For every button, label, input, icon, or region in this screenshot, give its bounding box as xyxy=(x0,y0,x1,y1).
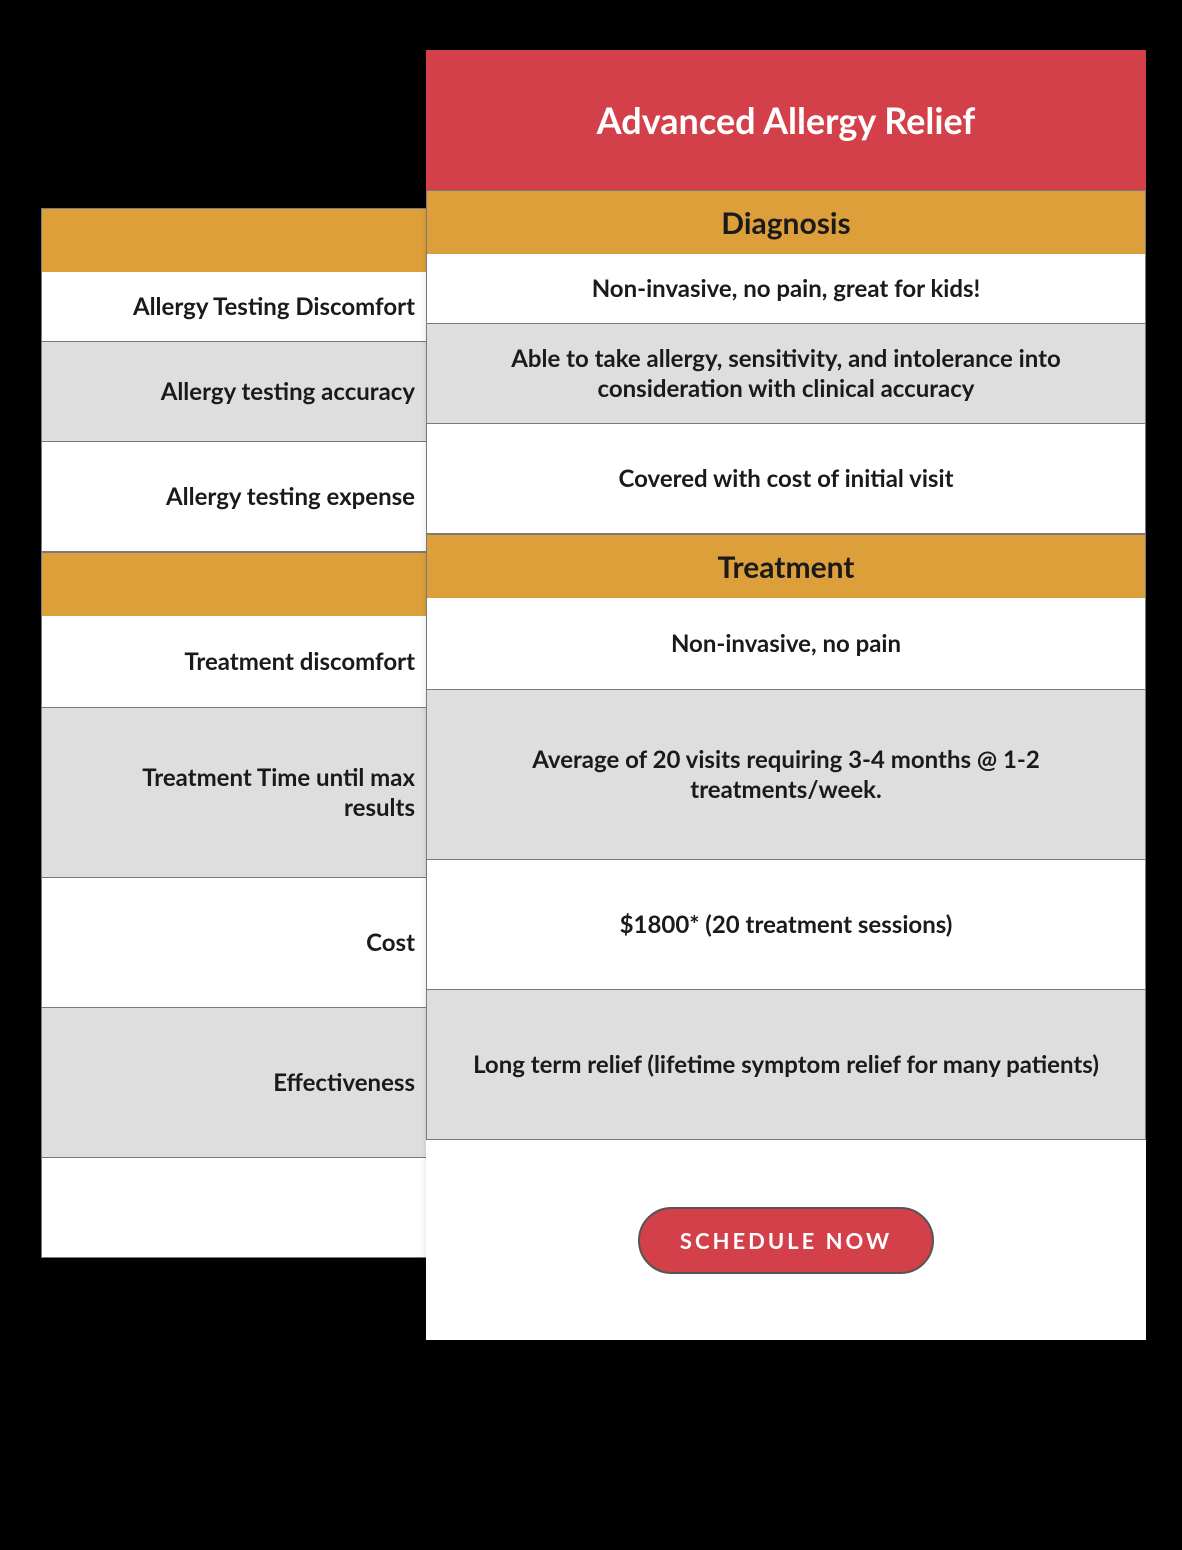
label-row: Cost xyxy=(41,878,436,1008)
card-footer: SCHEDULE NOW xyxy=(426,1140,1146,1340)
schedule-now-button[interactable]: SCHEDULE NOW xyxy=(638,1207,934,1274)
value-row: Average of 20 visits requiring 3-4 month… xyxy=(426,690,1146,860)
value-row: $1800* (20 treatment sessions) xyxy=(426,860,1146,990)
card-title: Advanced Allergy Relief xyxy=(426,50,1146,190)
left-section-header-treatment xyxy=(41,552,436,616)
section-header-treatment: Treatment xyxy=(426,534,1146,598)
value-row: Non-invasive, no pain, great for kids! xyxy=(426,254,1146,324)
left-label-column: Allergy Testing Discomfort Allergy testi… xyxy=(41,208,436,1258)
value-row: Able to take allergy, sensitivity, and i… xyxy=(426,324,1146,424)
label-row: Allergy Testing Discomfort xyxy=(41,272,436,342)
featured-card: Advanced Allergy Relief Diagnosis Non-in… xyxy=(426,50,1146,1340)
left-section-header-diagnosis xyxy=(41,208,436,272)
value-row: Non-invasive, no pain xyxy=(426,598,1146,690)
label-row: Allergy testing accuracy xyxy=(41,342,436,442)
value-row: Long term relief (lifetime symptom relie… xyxy=(426,990,1146,1140)
value-row: Covered with cost of initial visit xyxy=(426,424,1146,534)
comparison-container: Allergy Testing Discomfort Allergy testi… xyxy=(41,50,1141,1500)
label-row: Allergy testing expense xyxy=(41,442,436,552)
label-row: Effectiveness xyxy=(41,1008,436,1158)
section-header-diagnosis: Diagnosis xyxy=(426,190,1146,254)
label-row: Treatment discomfort xyxy=(41,616,436,708)
label-row: Treatment Time until max results xyxy=(41,708,436,878)
label-row-empty xyxy=(41,1158,436,1258)
